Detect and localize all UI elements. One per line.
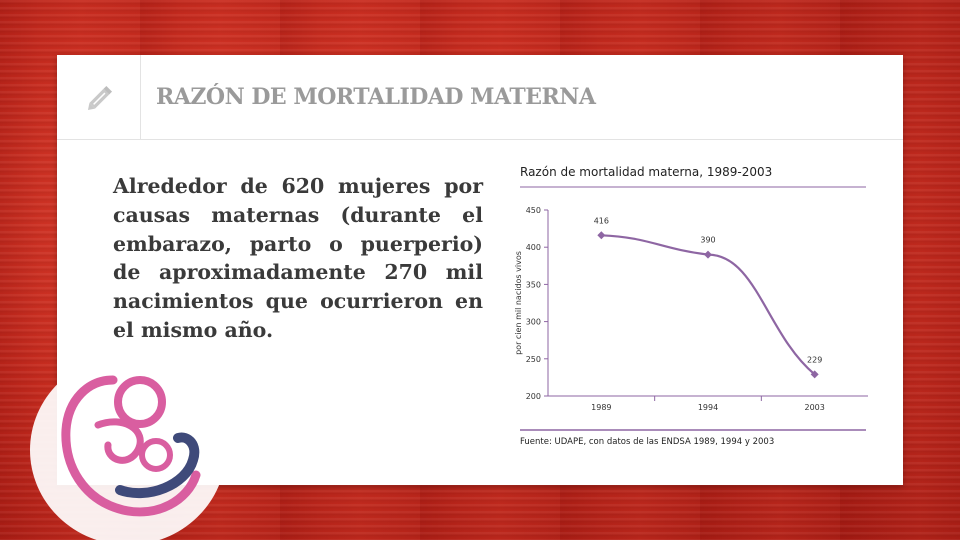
data-point [810, 370, 819, 379]
x-tick-label: 1989 [591, 403, 611, 412]
card-header: RAZÓN DE MORTALIDAD MATERNA [57, 55, 903, 140]
x-tick-label: 1994 [698, 403, 718, 412]
data-points [597, 231, 819, 379]
y-tick-label: 300 [526, 318, 541, 327]
y-tick-label: 250 [526, 355, 541, 364]
x-ticks: 1989 1994 2003 [591, 396, 825, 412]
y-tick-label: 450 [526, 206, 541, 215]
logo-mother-outline [61, 375, 201, 517]
y-tick-label: 200 [526, 392, 541, 401]
slide-title: RAZÓN DE MORTALIDAD MATERNA [156, 84, 596, 110]
data-label: 416 [594, 216, 609, 225]
body-paragraph: Alrededor de 620 mujeres por causas mate… [113, 174, 483, 342]
y-tick-label: 400 [526, 243, 541, 252]
data-label: 229 [807, 355, 822, 364]
x-tick-label: 2003 [804, 403, 824, 412]
y-axis-label: por cien mil nacidos vivos [514, 251, 523, 355]
icon-cell [57, 55, 141, 139]
y-tick-label: 350 [526, 280, 541, 289]
data-labels: 416 390 229 [594, 216, 823, 364]
chart-source: Fuente: UDAPE, con datos de las ENDSA 19… [520, 437, 774, 447]
logo-baby-blanket [115, 432, 200, 499]
chart: Razón de mortalidad materna, 1989-2003 p… [500, 155, 890, 455]
pencil-icon [87, 85, 113, 111]
chart-title: Razón de mortalidad materna, 1989-2003 [520, 165, 772, 179]
chart-svg: Razón de mortalidad materna, 1989-2003 p… [514, 165, 868, 447]
logo-mother-arm [94, 418, 144, 464]
logo-mother-head [114, 376, 166, 428]
logo-baby-head [139, 438, 173, 472]
data-point [597, 231, 606, 240]
y-ticks: 450 400 350 300 250 200 [526, 206, 548, 401]
mother-and-baby-logo [30, 355, 226, 540]
data-label: 390 [700, 236, 715, 245]
series-line [601, 234, 816, 376]
data-point [704, 250, 712, 259]
